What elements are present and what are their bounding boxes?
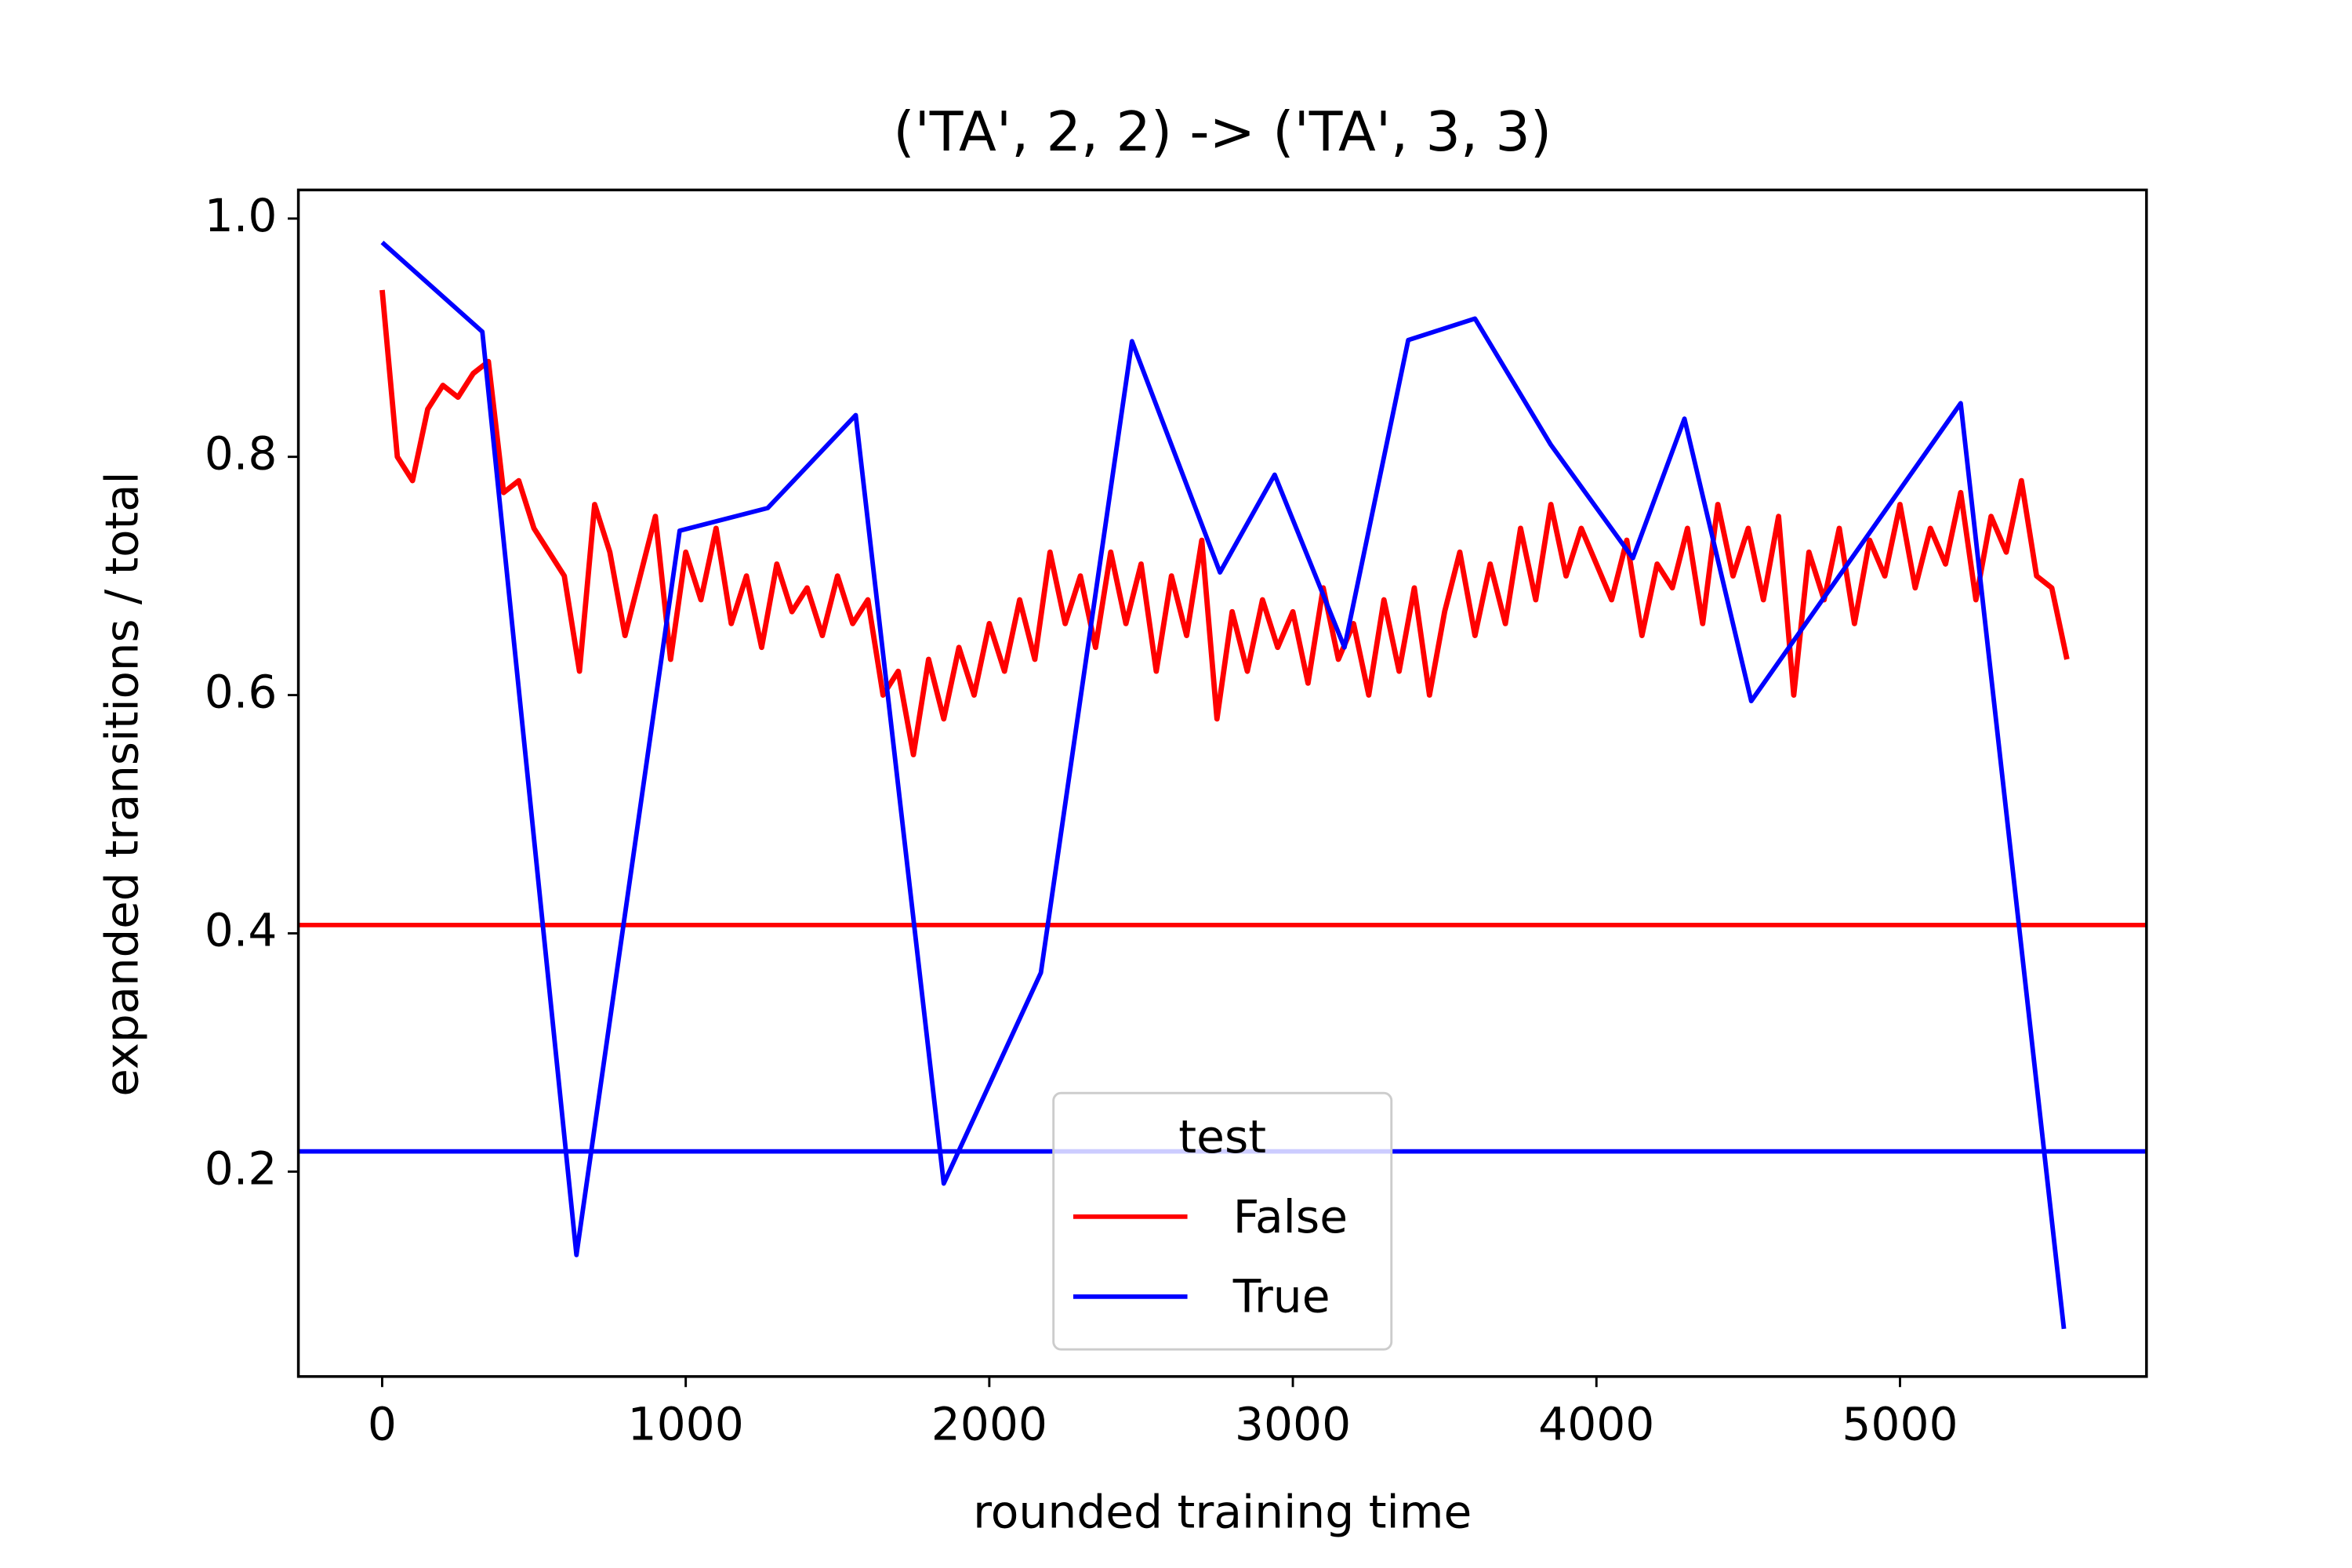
legend-label: False xyxy=(1233,1190,1348,1243)
legend-box xyxy=(1052,1091,1393,1351)
legend: test False True xyxy=(1052,1091,1393,1351)
plot-frame xyxy=(296,188,2148,1378)
x-axis-label: rounded training time xyxy=(973,1486,1472,1539)
x-tick-label: 3000 xyxy=(1235,1398,1351,1451)
y-tick-label: 1.0 xyxy=(205,189,278,242)
x-tick-label: 5000 xyxy=(1842,1398,1958,1451)
series-line xyxy=(380,241,2067,1330)
legend-label: True xyxy=(1232,1270,1330,1323)
y-tick-label: 0.6 xyxy=(205,666,278,719)
chart-title: ('TA', 2, 2) -> ('TA', 3, 3) xyxy=(893,100,1552,164)
y-tick-label: 0.8 xyxy=(205,427,278,481)
y-axis-label: expanded transitions / total xyxy=(95,471,148,1096)
legend-title: test xyxy=(1178,1110,1266,1163)
x-tick-label: 1000 xyxy=(628,1398,744,1451)
y-tick-label: 0.2 xyxy=(205,1142,278,1196)
x-tick-label: 0 xyxy=(368,1398,397,1451)
x-tick-label: 4000 xyxy=(1538,1398,1654,1451)
series-line xyxy=(379,289,2070,757)
y-tick-label: 0.4 xyxy=(205,904,278,957)
x-tick-label: 2000 xyxy=(931,1398,1047,1451)
